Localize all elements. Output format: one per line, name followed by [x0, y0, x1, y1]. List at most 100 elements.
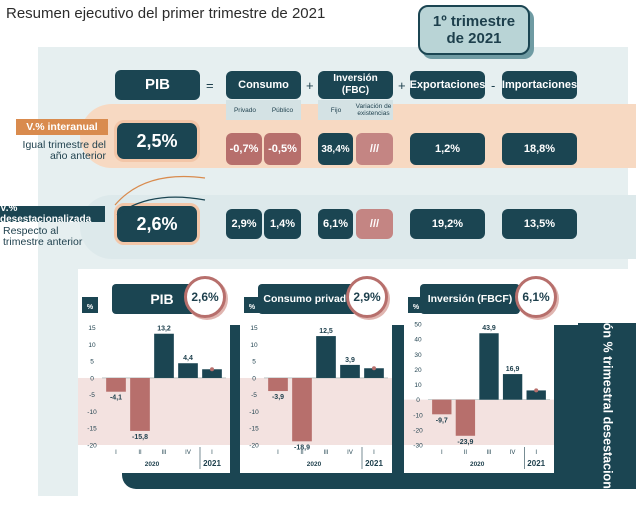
highlight-dot — [372, 366, 376, 371]
x-tick-label: III — [161, 450, 166, 456]
y-tick-label: 15 — [88, 325, 96, 332]
row2-existencias-value: /// — [356, 209, 393, 239]
panel-left-strip — [38, 268, 78, 496]
quarter-line1: 1º trimestre — [432, 13, 516, 30]
ylabel-badge — [82, 297, 98, 313]
y-tick-label: 20 — [414, 367, 422, 374]
header-privado: Privado — [226, 100, 264, 120]
header-inversion: Inversión (FBC) — [318, 71, 393, 99]
x-tick-label: II — [464, 450, 468, 456]
row1-sub: Igual trimestre del año anterior — [22, 139, 106, 162]
x-tick-label: I — [373, 450, 375, 456]
x-tick-label: I — [211, 450, 213, 456]
y-tick-label: 40 — [414, 337, 422, 344]
page-title: Resumen ejecutivo del primer trimestre d… — [6, 5, 326, 22]
operator-equals: = — [206, 78, 214, 93]
chart-svg-2: % 15 10 5 0 -5 -10 -15 -20 -3,9 I -18,9II 12,5 III 3,9… — [240, 297, 392, 469]
bar — [292, 377, 312, 442]
row1-fijo-value: 38,4% — [318, 133, 353, 165]
bar — [340, 364, 360, 378]
row1-pib-value: 2,5% — [114, 120, 200, 162]
y-tick-label: -15 — [249, 426, 259, 433]
row2-pib-value: 2,6% — [114, 203, 200, 245]
y-tick-label: 0 — [252, 375, 256, 382]
x-tick-label: III — [486, 450, 491, 456]
y-tick-label: 5 — [90, 359, 94, 366]
row1-exportaciones-value: 1,2% — [410, 133, 485, 165]
vertical-banner-label: Variación % trimestral desestacionalizad… — [600, 281, 615, 530]
row2-privado-value: 2,9% — [226, 209, 262, 239]
group-label: 2021 — [203, 459, 221, 468]
y-tick-label: -20 — [413, 427, 423, 434]
x-tick-label: III — [323, 450, 328, 456]
row1-label: V.% interanual — [16, 119, 108, 135]
ylabel: % — [413, 304, 420, 311]
chart-highlight-1: 2,6% — [184, 276, 226, 318]
vertical-banner-text: Variación % trimestral desestacionalizad… — [578, 282, 636, 530]
y-tick-label: 0 — [416, 397, 420, 404]
row2-label: V.% desestacionalizada — [0, 203, 105, 225]
header-existencias: Variación de existencias — [354, 100, 393, 120]
y-tick-label: -10 — [413, 412, 423, 419]
bar — [202, 369, 222, 378]
bar-label: -4,1 — [110, 395, 122, 402]
y-tick-label: -5 — [89, 392, 95, 399]
operator-plus-2: + — [398, 78, 406, 93]
bar — [502, 374, 523, 400]
bar — [154, 333, 174, 378]
bar-label: 16,9 — [506, 366, 520, 373]
chart-title-3: Inversión (FBCF) — [420, 284, 520, 314]
ylabel: % — [87, 304, 94, 311]
negative-area — [404, 399, 554, 445]
x-tick-label: I — [535, 450, 537, 456]
header-publico: Público — [264, 100, 301, 120]
bar — [479, 333, 499, 400]
bar-label: -18,9 — [294, 444, 310, 451]
vertical-banner — [578, 323, 636, 489]
y-tick-label: -30 — [413, 443, 423, 450]
bar — [364, 368, 384, 378]
chart-highlight-3: 6,1% — [515, 276, 557, 318]
x-tick-label: II — [138, 450, 142, 456]
chart-svg-3: %50403020100-10-20-30-9,7I-23,9II43,9III… — [404, 297, 554, 469]
operator-minus: - — [491, 78, 496, 93]
header-fijo: Fijo — [318, 100, 354, 120]
row1-existencias-value: /// — [356, 133, 393, 165]
y-tick-label: -20 — [249, 443, 259, 450]
ylabel-badge — [244, 297, 260, 313]
bar-label: -9,7 — [436, 417, 448, 424]
bar — [178, 363, 198, 378]
row2-fijo-value: 6,1% — [318, 209, 353, 239]
x-tick-label: I — [115, 450, 117, 456]
chart-svg-1: % 15 10 5 0 -5 -10 -15 -20 -4,1 I -15,8 II 13,2 III 4,4… — [78, 297, 230, 469]
row2-importaciones-value: 13,5% — [502, 209, 577, 239]
y-tick-label: 10 — [414, 382, 422, 389]
y-tick-label: 30 — [414, 352, 422, 359]
y-tick-label: -20 — [87, 443, 97, 450]
bar-label: -3,9 — [272, 394, 284, 401]
row1-importaciones-value: 18,8% — [502, 133, 577, 165]
bar-label: 4,4 — [183, 355, 193, 362]
bar-label: -23,9 — [457, 439, 473, 446]
header-exportaciones: Exportaciones — [410, 71, 485, 99]
y-tick-label: -5 — [251, 392, 257, 399]
chart-title-2: Consumo privado — [258, 284, 358, 314]
y-tick-label: 0 — [90, 375, 94, 382]
row2-exportaciones-value: 19,2% — [410, 209, 485, 239]
header-pib: PIB — [115, 70, 200, 100]
bar — [130, 377, 150, 431]
chart-highlight-2: 2,9% — [346, 276, 388, 318]
bar-label: 43,9 — [482, 325, 496, 332]
quarter-line2: de 2021 — [446, 30, 502, 47]
y-tick-label: -10 — [87, 409, 97, 416]
decorative-curves — [114, 175, 206, 216]
bar — [316, 336, 336, 378]
row1-publico-value: -0,5% — [264, 133, 301, 165]
row2-sub: Respecto al trimestre anterior — [3, 225, 83, 248]
header-importaciones: Importaciones — [502, 71, 577, 99]
highlight-dot — [210, 367, 214, 372]
bar-label: 13,2 — [157, 326, 171, 333]
y-tick-label: 5 — [252, 359, 256, 366]
header-consumo: Consumo — [226, 71, 301, 99]
group-label: 2020 — [470, 461, 485, 468]
